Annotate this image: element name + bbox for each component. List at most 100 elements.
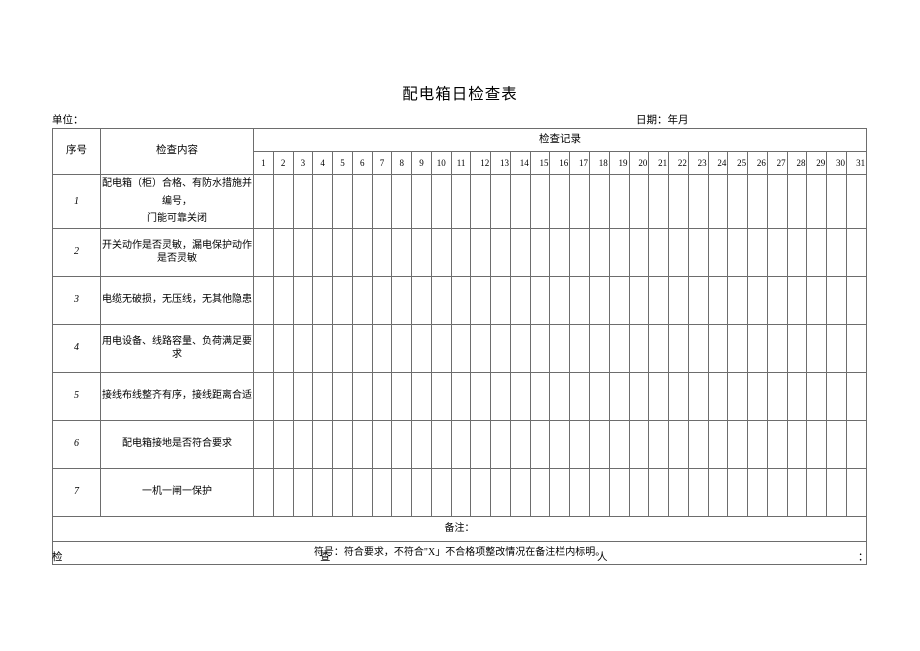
record-cell[interactable]	[747, 371, 768, 421]
record-cell[interactable]	[687, 227, 709, 277]
record-cell[interactable]	[371, 227, 393, 277]
record-cell[interactable]	[786, 323, 808, 373]
record-cell[interactable]	[450, 275, 472, 325]
record-cell[interactable]	[628, 371, 650, 421]
record-cell[interactable]	[628, 419, 650, 469]
record-cell[interactable]	[253, 467, 274, 517]
record-cell[interactable]	[312, 467, 334, 517]
record-cell[interactable]	[845, 419, 868, 469]
record-cell[interactable]	[628, 275, 650, 325]
record-cell[interactable]	[766, 323, 788, 373]
record-cell[interactable]	[648, 227, 670, 277]
record-cell[interactable]	[648, 419, 670, 469]
record-cell[interactable]	[332, 467, 353, 517]
record-cell[interactable]	[450, 227, 472, 277]
record-cell[interactable]	[628, 174, 650, 229]
record-cell[interactable]	[351, 371, 373, 421]
record-cell[interactable]	[668, 371, 689, 421]
record-cell[interactable]	[766, 371, 788, 421]
record-cell[interactable]	[668, 323, 689, 373]
record-cell[interactable]	[430, 174, 452, 229]
record-cell[interactable]	[529, 371, 551, 421]
record-cell[interactable]	[826, 275, 847, 325]
record-cell[interactable]	[786, 227, 808, 277]
record-cell[interactable]	[707, 275, 729, 325]
record-cell[interactable]	[687, 419, 709, 469]
record-cell[interactable]	[845, 174, 868, 229]
record-cell[interactable]	[687, 371, 709, 421]
record-cell[interactable]	[371, 467, 393, 517]
record-cell[interactable]	[371, 419, 393, 469]
record-cell[interactable]	[727, 371, 749, 421]
record-cell[interactable]	[806, 275, 828, 325]
record-cell[interactable]	[569, 419, 591, 469]
record-cell[interactable]	[253, 227, 274, 277]
record-cell[interactable]	[707, 227, 729, 277]
record-cell[interactable]	[687, 323, 709, 373]
record-cell[interactable]	[747, 227, 768, 277]
record-cell[interactable]	[589, 419, 610, 469]
record-cell[interactable]	[845, 227, 868, 277]
record-cell[interactable]	[549, 275, 571, 325]
record-cell[interactable]	[470, 174, 492, 229]
record-cell[interactable]	[292, 275, 314, 325]
record-cell[interactable]	[826, 419, 847, 469]
record-cell[interactable]	[332, 371, 353, 421]
record-cell[interactable]	[312, 371, 334, 421]
record-cell[interactable]	[549, 371, 571, 421]
record-cell[interactable]	[529, 174, 551, 229]
record-cell[interactable]	[371, 323, 393, 373]
record-cell[interactable]	[766, 275, 788, 325]
record-cell[interactable]	[608, 467, 630, 517]
record-cell[interactable]	[845, 323, 868, 373]
record-cell[interactable]	[411, 419, 432, 469]
record-cell[interactable]	[569, 227, 591, 277]
record-cell[interactable]	[430, 467, 452, 517]
record-cell[interactable]	[549, 227, 571, 277]
record-cell[interactable]	[549, 419, 571, 469]
record-cell[interactable]	[648, 323, 670, 373]
record-cell[interactable]	[687, 467, 709, 517]
record-cell[interactable]	[727, 323, 749, 373]
record-cell[interactable]	[648, 467, 670, 517]
record-cell[interactable]	[490, 323, 511, 373]
record-cell[interactable]	[668, 467, 689, 517]
record-cell[interactable]	[806, 174, 828, 229]
record-cell[interactable]	[312, 323, 334, 373]
record-cell[interactable]	[292, 174, 314, 229]
record-cell[interactable]	[312, 174, 334, 229]
record-cell[interactable]	[272, 323, 294, 373]
record-cell[interactable]	[312, 227, 334, 277]
record-cell[interactable]	[727, 467, 749, 517]
record-cell[interactable]	[509, 174, 531, 229]
record-cell[interactable]	[608, 371, 630, 421]
record-cell[interactable]	[826, 467, 847, 517]
record-cell[interactable]	[569, 467, 591, 517]
record-cell[interactable]	[272, 275, 294, 325]
record-cell[interactable]	[430, 323, 452, 373]
record-cell[interactable]	[648, 174, 670, 229]
record-cell[interactable]	[253, 419, 274, 469]
record-cell[interactable]	[707, 323, 729, 373]
record-cell[interactable]	[292, 467, 314, 517]
record-cell[interactable]	[391, 467, 413, 517]
record-cell[interactable]	[411, 323, 432, 373]
record-cell[interactable]	[786, 371, 808, 421]
record-cell[interactable]	[826, 174, 847, 229]
record-cell[interactable]	[332, 323, 353, 373]
record-cell[interactable]	[747, 419, 768, 469]
record-cell[interactable]	[806, 419, 828, 469]
record-cell[interactable]	[608, 275, 630, 325]
record-cell[interactable]	[351, 275, 373, 325]
record-cell[interactable]	[707, 174, 729, 229]
record-cell[interactable]	[253, 174, 274, 229]
record-cell[interactable]	[786, 419, 808, 469]
record-cell[interactable]	[806, 227, 828, 277]
record-cell[interactable]	[509, 227, 531, 277]
record-cell[interactable]	[292, 419, 314, 469]
record-cell[interactable]	[391, 371, 413, 421]
record-cell[interactable]	[490, 227, 511, 277]
record-cell[interactable]	[668, 275, 689, 325]
record-cell[interactable]	[766, 467, 788, 517]
record-cell[interactable]	[766, 227, 788, 277]
